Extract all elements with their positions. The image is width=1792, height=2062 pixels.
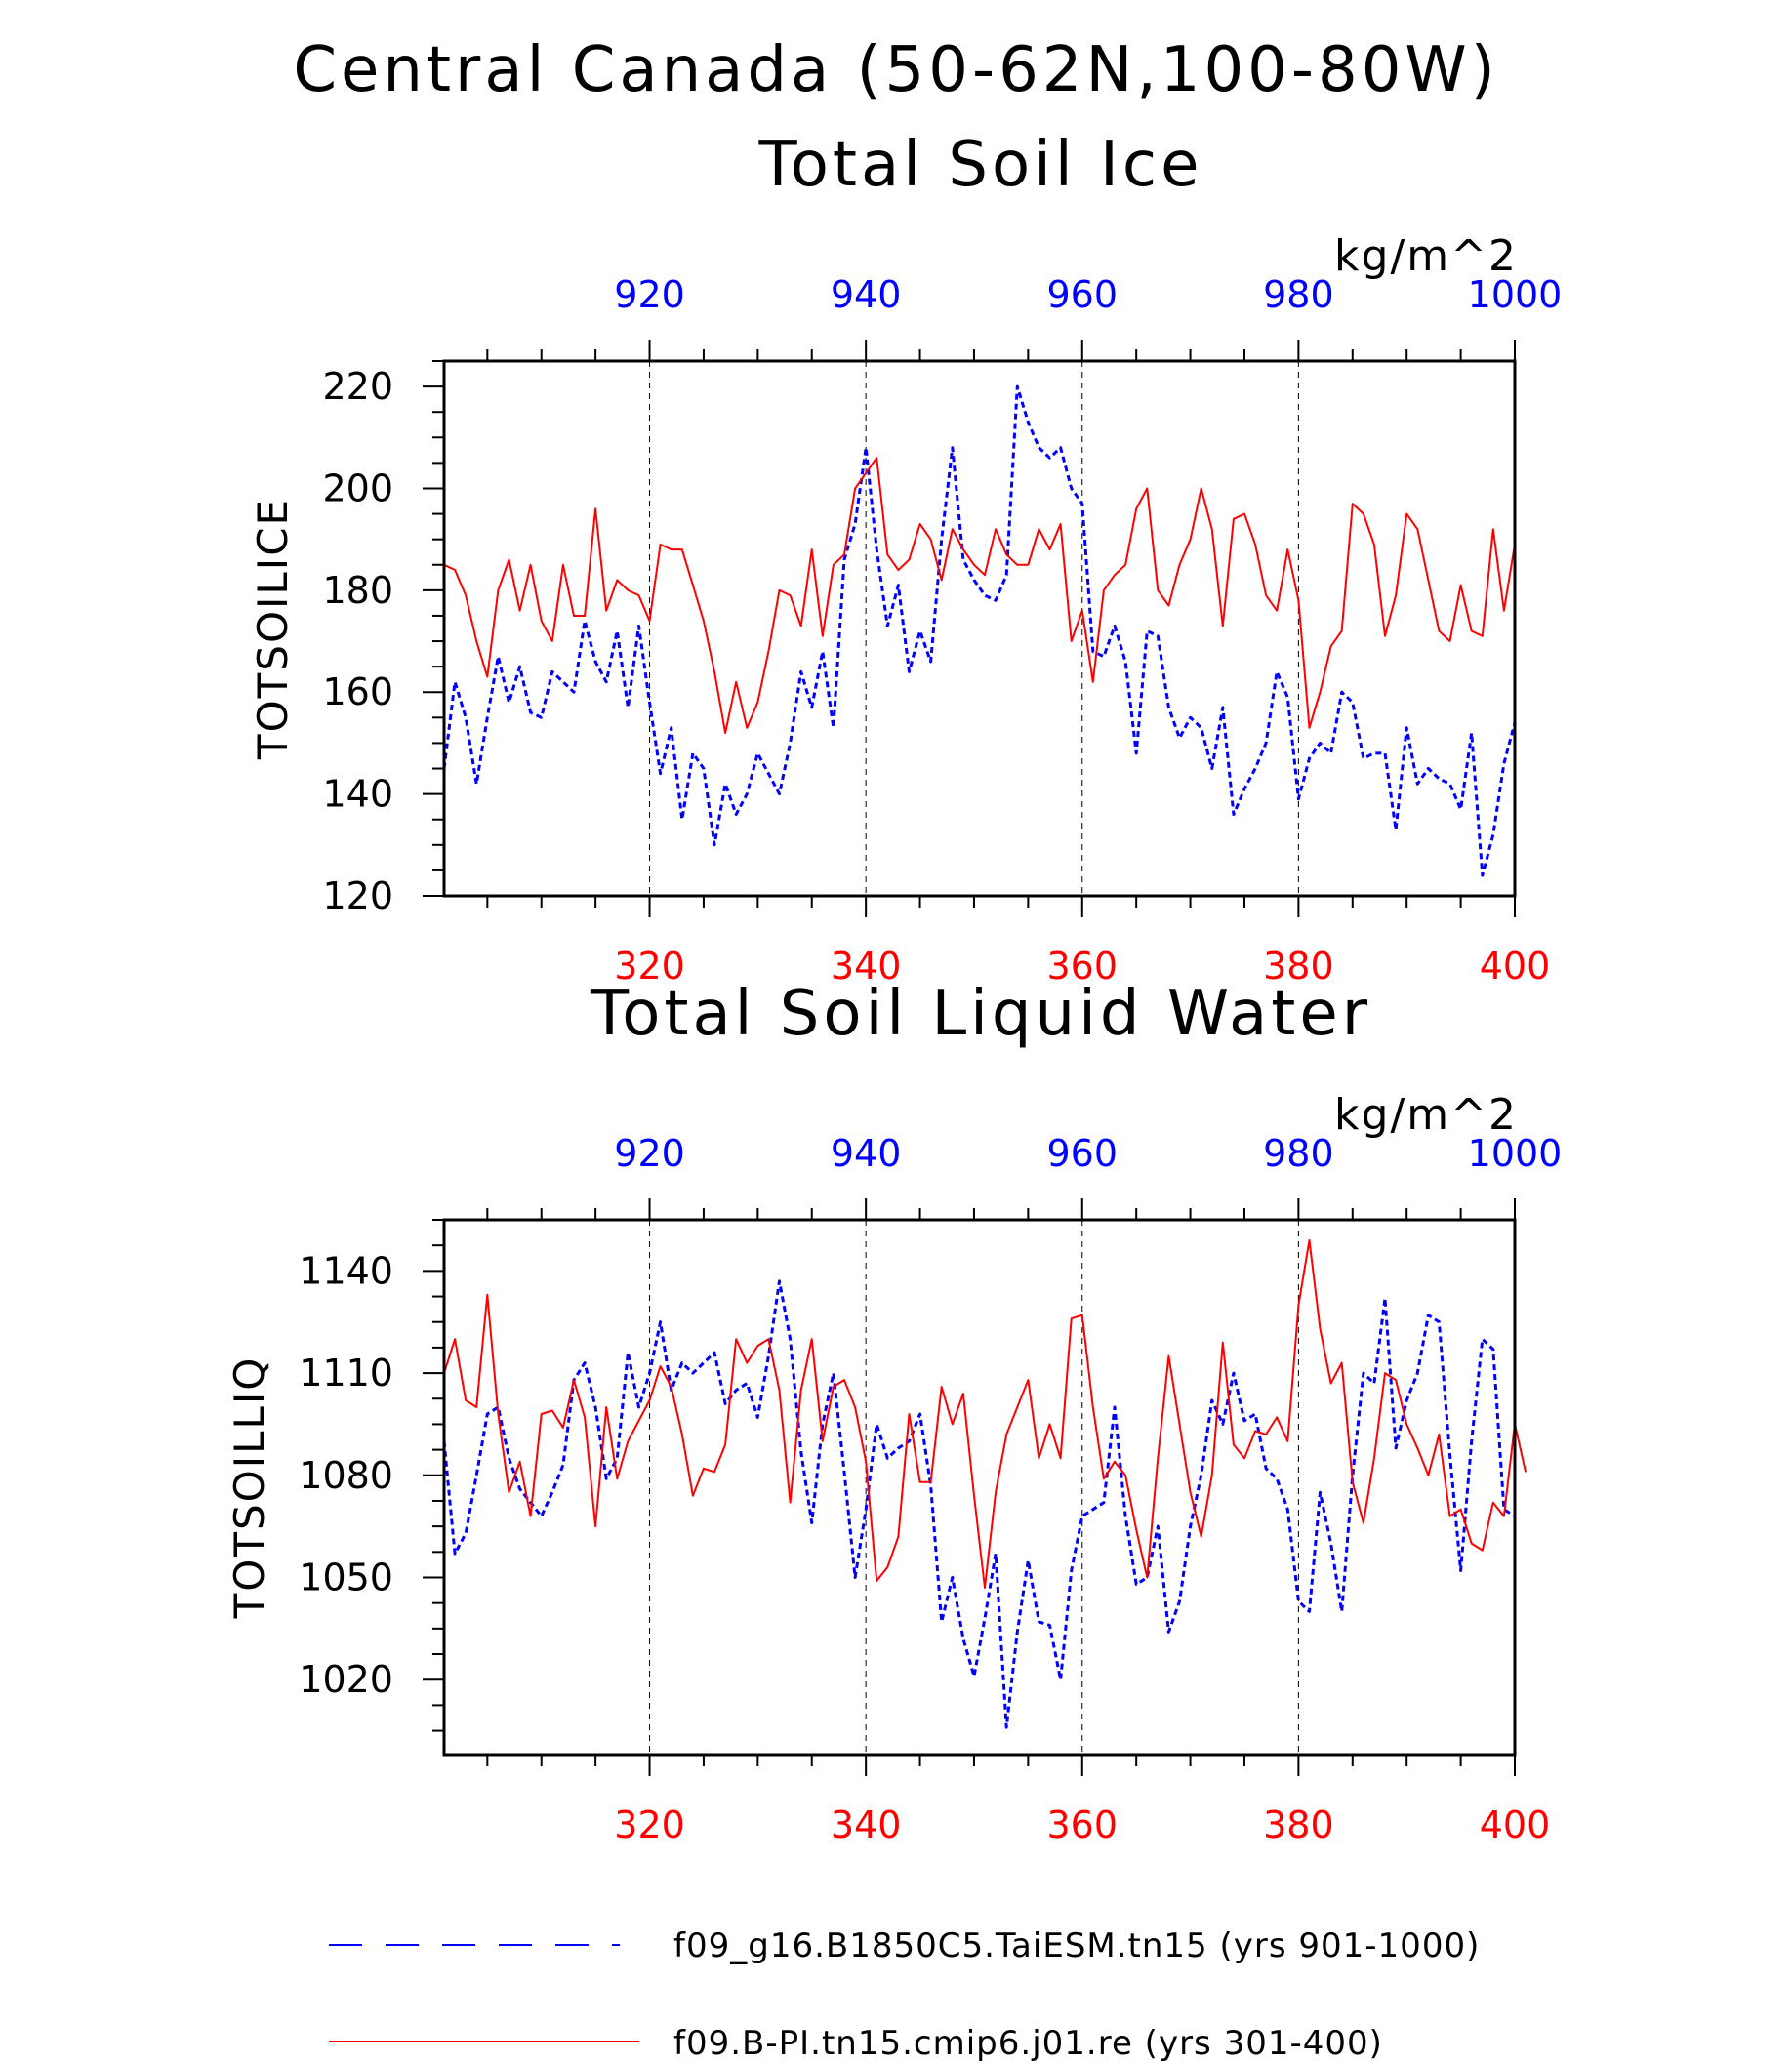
- y-axis-label: TOTSOILICE: [249, 498, 297, 760]
- legend-label-cmip6: f09.B-PI.tn15.cmip6.j01.re (yrs 301-400): [673, 2024, 1383, 2062]
- top-tick-label: 980: [1263, 1132, 1334, 1175]
- y-axis-label: TOTSOILLIQ: [225, 1356, 273, 1620]
- bottom-tick-label: 360: [1047, 945, 1119, 988]
- bottom-tick-label: 320: [614, 945, 685, 988]
- y-tick-label: 120: [322, 874, 393, 917]
- bottom-tick-label: 400: [1480, 1803, 1551, 1846]
- units-label: kg/m^2: [1334, 1090, 1518, 1140]
- top-tick-label: 920: [614, 273, 685, 316]
- bottom-tick-label: 360: [1047, 1803, 1119, 1846]
- y-tick-label: 1080: [299, 1454, 393, 1497]
- series-line-taiesm: [442, 384, 1517, 877]
- legend-label-taiesm: f09_g16.B1850C5.TaiESM.tn15 (yrs 901-100…: [673, 1926, 1480, 1965]
- top-tick-label: 1000: [1468, 1132, 1563, 1175]
- top-tick-label: 940: [831, 273, 902, 316]
- series-line-cmip6: [443, 1238, 1527, 1589]
- series-line-taiesm: [442, 1279, 1516, 1729]
- figure-title: Central Canada (50-62N,100-80W): [293, 34, 1498, 106]
- bottom-tick-label: 380: [1263, 1803, 1334, 1846]
- y-tick-label: 1020: [299, 1658, 393, 1701]
- y-tick-label: 200: [322, 466, 393, 509]
- panel-title: Total Soil Ice: [758, 129, 1203, 201]
- top-tick-label: 940: [831, 1132, 902, 1175]
- top-tick-label: 960: [1047, 1132, 1119, 1175]
- bottom-tick-label: 340: [831, 1803, 902, 1846]
- legend: f09_g16.B1850C5.TaiESM.tn15 (yrs 901-100…: [329, 1926, 1480, 2062]
- soil-liquid-water-panel: Total Soil Liquid Water kg/m^2 TOTSOILLIQ 9…: [225, 978, 1562, 1846]
- y-tick-label: 220: [322, 365, 393, 408]
- y-tick-label: 180: [322, 569, 393, 612]
- bottom-tick-label: 340: [831, 945, 902, 988]
- panel-title: Total Soil Liquid Water: [590, 978, 1371, 1050]
- top-tick-label: 1000: [1468, 273, 1563, 316]
- top-tick-label: 920: [614, 1132, 685, 1175]
- bottom-tick-label: 380: [1263, 945, 1334, 988]
- y-tick-label: 1140: [299, 1249, 393, 1292]
- plot-frame: [442, 359, 1517, 898]
- bottom-tick-label: 400: [1480, 945, 1551, 988]
- top-tick-label: 960: [1047, 273, 1119, 316]
- series-line-cmip6: [443, 457, 1516, 734]
- units-label: kg/m^2: [1334, 231, 1518, 281]
- y-tick-label: 160: [322, 670, 393, 713]
- plot-frame: [442, 1218, 1517, 1757]
- y-tick-label: 140: [322, 773, 393, 816]
- soil-ice-panel: Total Soil Ice kg/m^2 TOTSOILICE 920 940 960 9…: [249, 129, 1562, 988]
- bottom-tick-label: 320: [614, 1803, 685, 1846]
- y-tick-label: 1110: [299, 1352, 393, 1395]
- y-tick-label: 1050: [299, 1556, 393, 1598]
- top-tick-label: 980: [1263, 273, 1334, 316]
